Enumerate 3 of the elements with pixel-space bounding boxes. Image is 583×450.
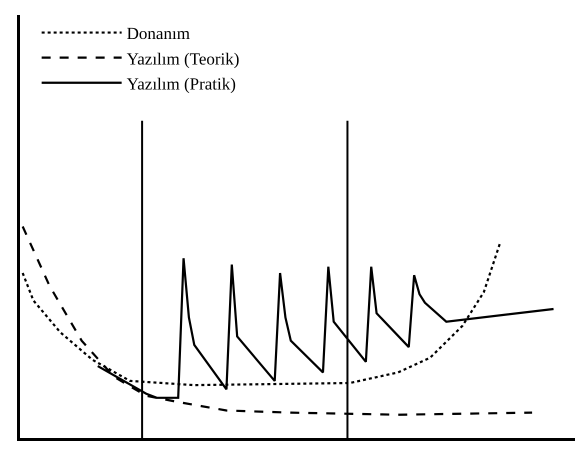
legend-label: Donanım <box>126 24 190 44</box>
legend-label: Yazılım (Pratik) <box>126 74 236 94</box>
legend-label: Yazılım (Teorik) <box>126 49 240 68</box>
